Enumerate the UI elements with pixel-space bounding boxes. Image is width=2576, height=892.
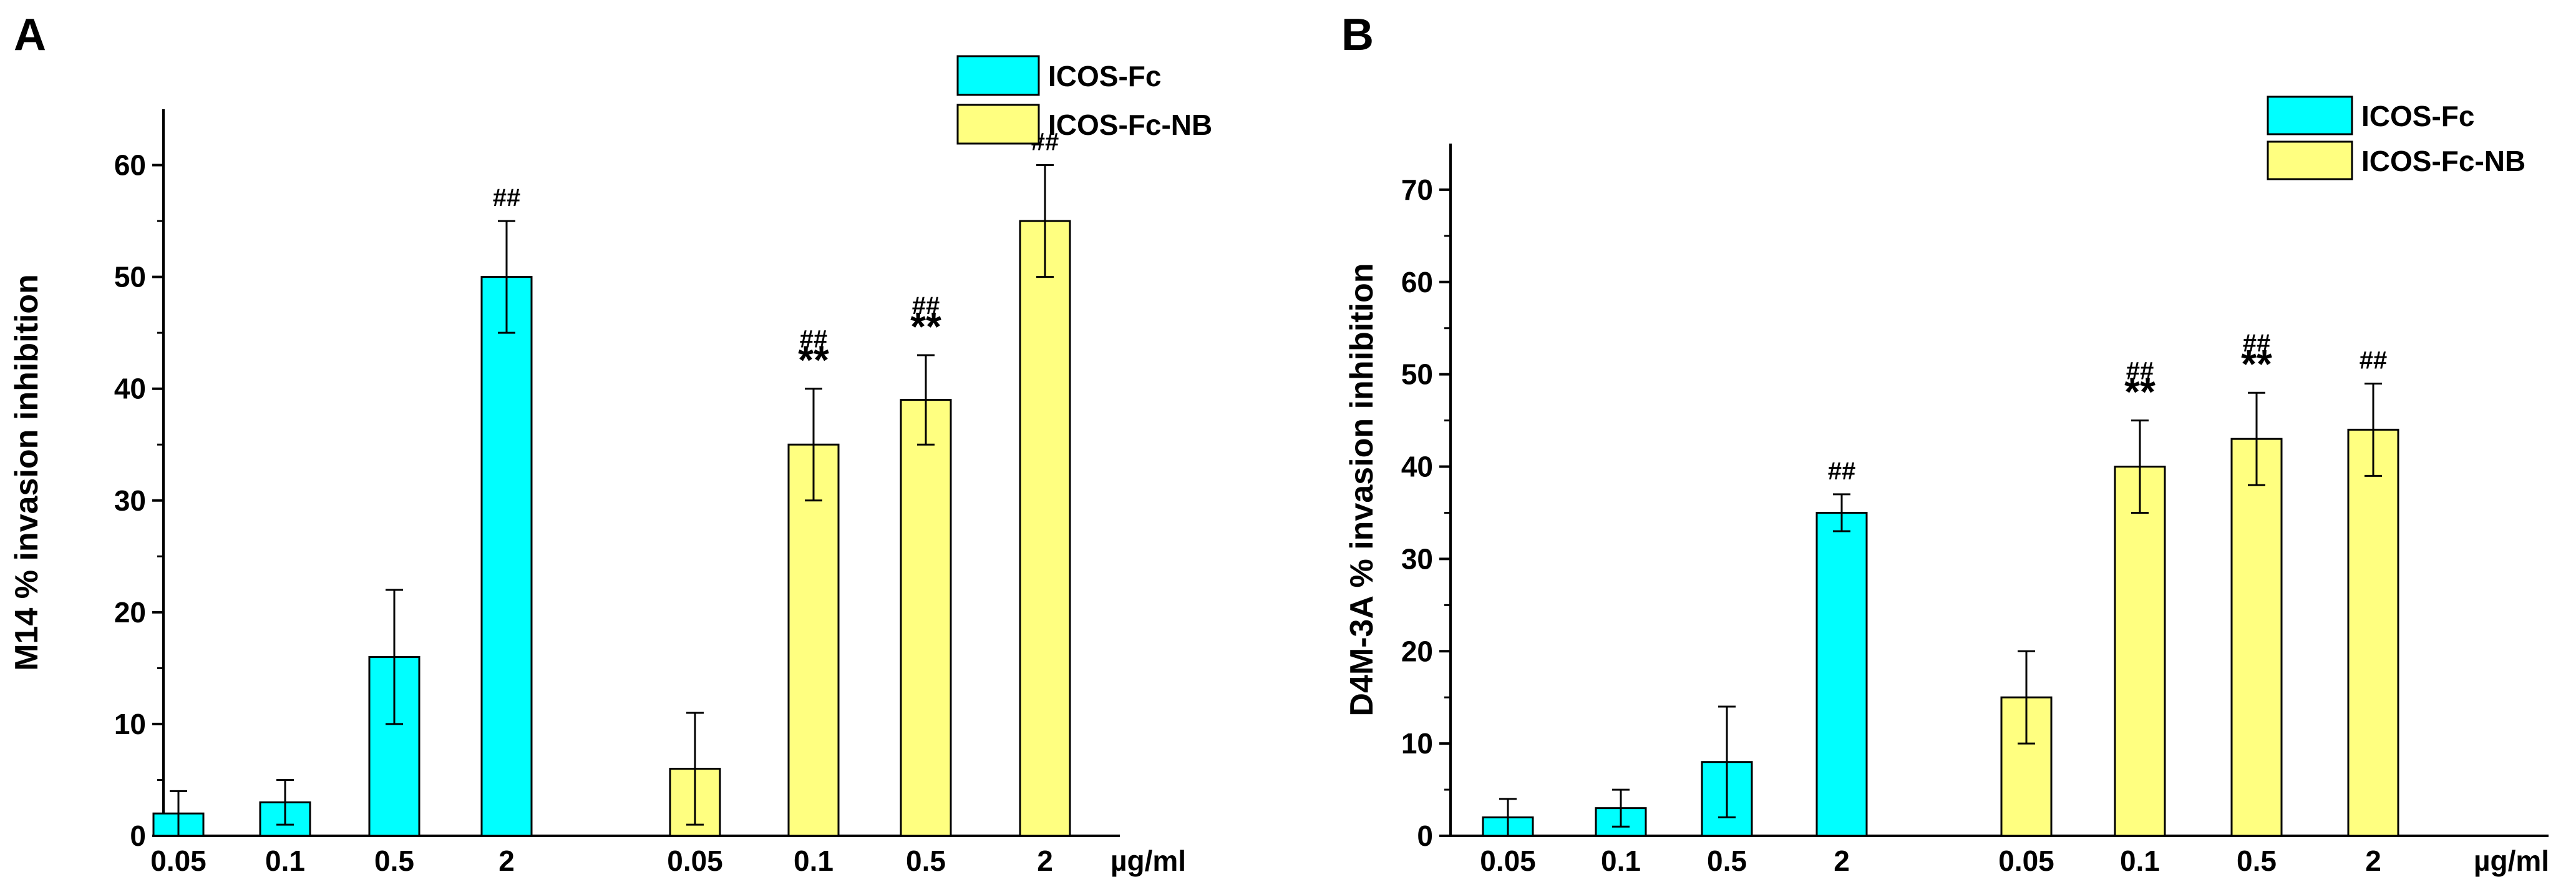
x-tick-label: 0.5 <box>906 845 946 877</box>
x-tick-label: 0.1 <box>1601 845 1641 877</box>
y-tick-label: 40 <box>1401 451 1433 483</box>
bar <box>480 276 533 837</box>
y-tick-label: 30 <box>1401 542 1433 575</box>
significance-mark: ## <box>2243 330 2271 357</box>
panel-label: B <box>1341 10 1374 60</box>
bar <box>2114 466 2166 837</box>
legend-swatch <box>2267 96 2353 135</box>
significance-mark: ** <box>910 304 941 349</box>
y-tick-label: 60 <box>114 149 146 182</box>
bar <box>900 399 952 837</box>
y-tick-label: 20 <box>114 596 146 629</box>
significance-mark: ## <box>2360 346 2388 374</box>
x-tick-label: 0.1 <box>2120 845 2160 877</box>
x-tick-label: 2 <box>1834 845 1850 877</box>
x-tick-label: 0.05 <box>1998 845 2054 877</box>
y-axis-title: D4M-3A % invasion inhibition <box>1344 263 1380 716</box>
y-tick-label: 50 <box>1401 358 1433 391</box>
legend-swatch <box>956 55 1040 96</box>
chart-panel-b: B 0 10 20 30 40 50 60 70 D4M-3A % invasion inhibi… <box>1341 10 2549 877</box>
y-tick-label: 50 <box>114 261 146 293</box>
significance-mark: ## <box>1828 458 1856 485</box>
x-tick-label: 0.05 <box>1480 845 1536 877</box>
y-tick-label: 70 <box>1401 174 1433 206</box>
bar <box>787 443 840 837</box>
legend-label: ICOS-Fc <box>2361 100 2474 132</box>
y-tick-label: 0 <box>1417 820 1433 852</box>
x-tick-label: 2 <box>498 845 515 877</box>
legend-swatch <box>2267 140 2353 180</box>
significance-mark: ** <box>2241 341 2272 386</box>
x-tick-label: 0.1 <box>265 845 305 877</box>
significance-mark: ** <box>798 338 829 383</box>
x-tick-label: 2 <box>1037 845 1053 877</box>
x-axis-unit: µg/ml <box>2474 845 2549 877</box>
significance-mark: ## <box>2126 358 2154 385</box>
x-tick-label: 0.5 <box>2237 845 2277 877</box>
y-tick-label: 20 <box>1401 635 1433 667</box>
x-tick-label: 0.5 <box>374 845 414 877</box>
legend-label: ICOS-Fc-NB <box>1048 109 1212 141</box>
significance-mark: ## <box>800 326 828 353</box>
legend-swatch <box>956 104 1040 145</box>
x-axis-unit: µg/ml <box>1111 845 1186 877</box>
panel-label: A <box>14 10 46 60</box>
y-tick-label: 10 <box>1401 727 1433 760</box>
x-tick-label: 2 <box>2365 845 2381 877</box>
legend-label: ICOS-Fc-NB <box>2361 145 2525 177</box>
significance-mark: ## <box>912 292 940 320</box>
y-tick-label: 10 <box>114 708 146 740</box>
bar <box>1815 511 1868 837</box>
bar <box>1019 220 1071 837</box>
significance-mark: ** <box>2124 370 2156 414</box>
x-tick-label: 0.5 <box>1707 845 1747 877</box>
y-tick-label: 0 <box>130 820 146 852</box>
x-tick-label: 0.1 <box>794 845 834 877</box>
bar <box>2230 438 2283 837</box>
legend-label: ICOS-Fc <box>1048 60 1161 92</box>
significance-mark: ## <box>493 184 521 212</box>
y-tick-label: 30 <box>114 484 146 517</box>
bar <box>2347 428 2399 837</box>
y-tick-label: 60 <box>1401 266 1433 298</box>
chart-panel-a: A 0 10 20 30 40 50 60 M14 % invasion inhibition 0… <box>9 10 1212 877</box>
y-tick-label: 40 <box>114 373 146 405</box>
x-tick-label: 0.05 <box>150 845 207 877</box>
y-axis-title: M14 % invasion inhibition <box>9 274 45 671</box>
x-tick-label: 0.05 <box>667 845 723 877</box>
